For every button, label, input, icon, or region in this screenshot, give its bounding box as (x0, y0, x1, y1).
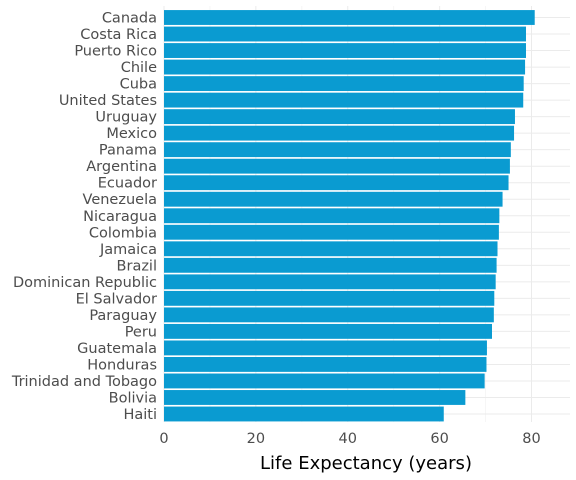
category-label: Cuba (120, 77, 157, 93)
x-tick-label: 40 (339, 431, 357, 447)
bar-honduras (164, 357, 487, 372)
bar-united-states (164, 92, 524, 108)
bar-cuba (164, 76, 524, 92)
category-label: Guatemala (77, 341, 157, 357)
category-label: Peru (125, 324, 157, 340)
bar-panama (164, 142, 511, 158)
category-label: Uruguay (95, 110, 157, 126)
category-label: Honduras (87, 357, 157, 373)
category-label: Paraguay (89, 308, 157, 324)
x-tick-label: 60 (430, 431, 448, 447)
bar-jamaica (164, 241, 498, 257)
x-tick-label: 0 (159, 431, 168, 447)
bar-nicaragua (164, 208, 500, 224)
bars (164, 10, 535, 422)
bar-colombia (164, 224, 499, 240)
bar-trinidad-and-tobago (164, 373, 485, 389)
category-label: Puerto Rico (74, 44, 157, 60)
bar-puerto-rico (164, 43, 526, 58)
bar-venezuela (164, 191, 503, 207)
bar-brazil (164, 257, 497, 273)
category-label: Costa Rica (80, 27, 157, 43)
bar-uruguay (164, 109, 515, 125)
category-label: Chile (121, 60, 157, 76)
x-tick-label: 80 (522, 431, 540, 447)
bar-bolivia (164, 390, 466, 405)
category-label: Jamaica (99, 242, 157, 258)
category-label: Nicaragua (83, 209, 157, 225)
x-tick-label: 20 (247, 431, 265, 447)
bar-mexico (164, 125, 515, 141)
category-label: Canada (102, 11, 157, 27)
bar-chile (164, 59, 526, 75)
bar-guatemala (164, 340, 487, 356)
x-tick-labels: 0 20 40 60 80 (159, 431, 540, 447)
bar-paraguay (164, 307, 494, 323)
category-label: Panama (99, 143, 157, 159)
category-label: Argentina (86, 159, 157, 175)
category-label: Ecuador (98, 176, 157, 192)
bar-ecuador (164, 175, 509, 191)
bar-costa-rica (164, 26, 526, 42)
category-label: Trinidad and Tobago (11, 374, 157, 390)
category-label: United States (59, 93, 157, 109)
category-label: Haiti (123, 407, 157, 423)
category-label: El Salvador (76, 291, 157, 307)
x-axis-title: Life Expectancy (years) (260, 453, 472, 474)
bar-canada (164, 10, 535, 25)
category-label: Brazil (117, 258, 157, 274)
bar-dominican-republic (164, 274, 496, 290)
bar-argentina (164, 158, 510, 174)
category-label: Dominican Republic (13, 275, 157, 291)
category-label: Mexico (106, 126, 157, 142)
bar-haiti (164, 406, 444, 422)
bar-peru (164, 323, 492, 339)
category-label: Colombia (89, 225, 157, 241)
category-label: Bolivia (109, 390, 157, 406)
category-label: Venezuela (83, 192, 157, 208)
bar-el-salvador (164, 290, 495, 306)
